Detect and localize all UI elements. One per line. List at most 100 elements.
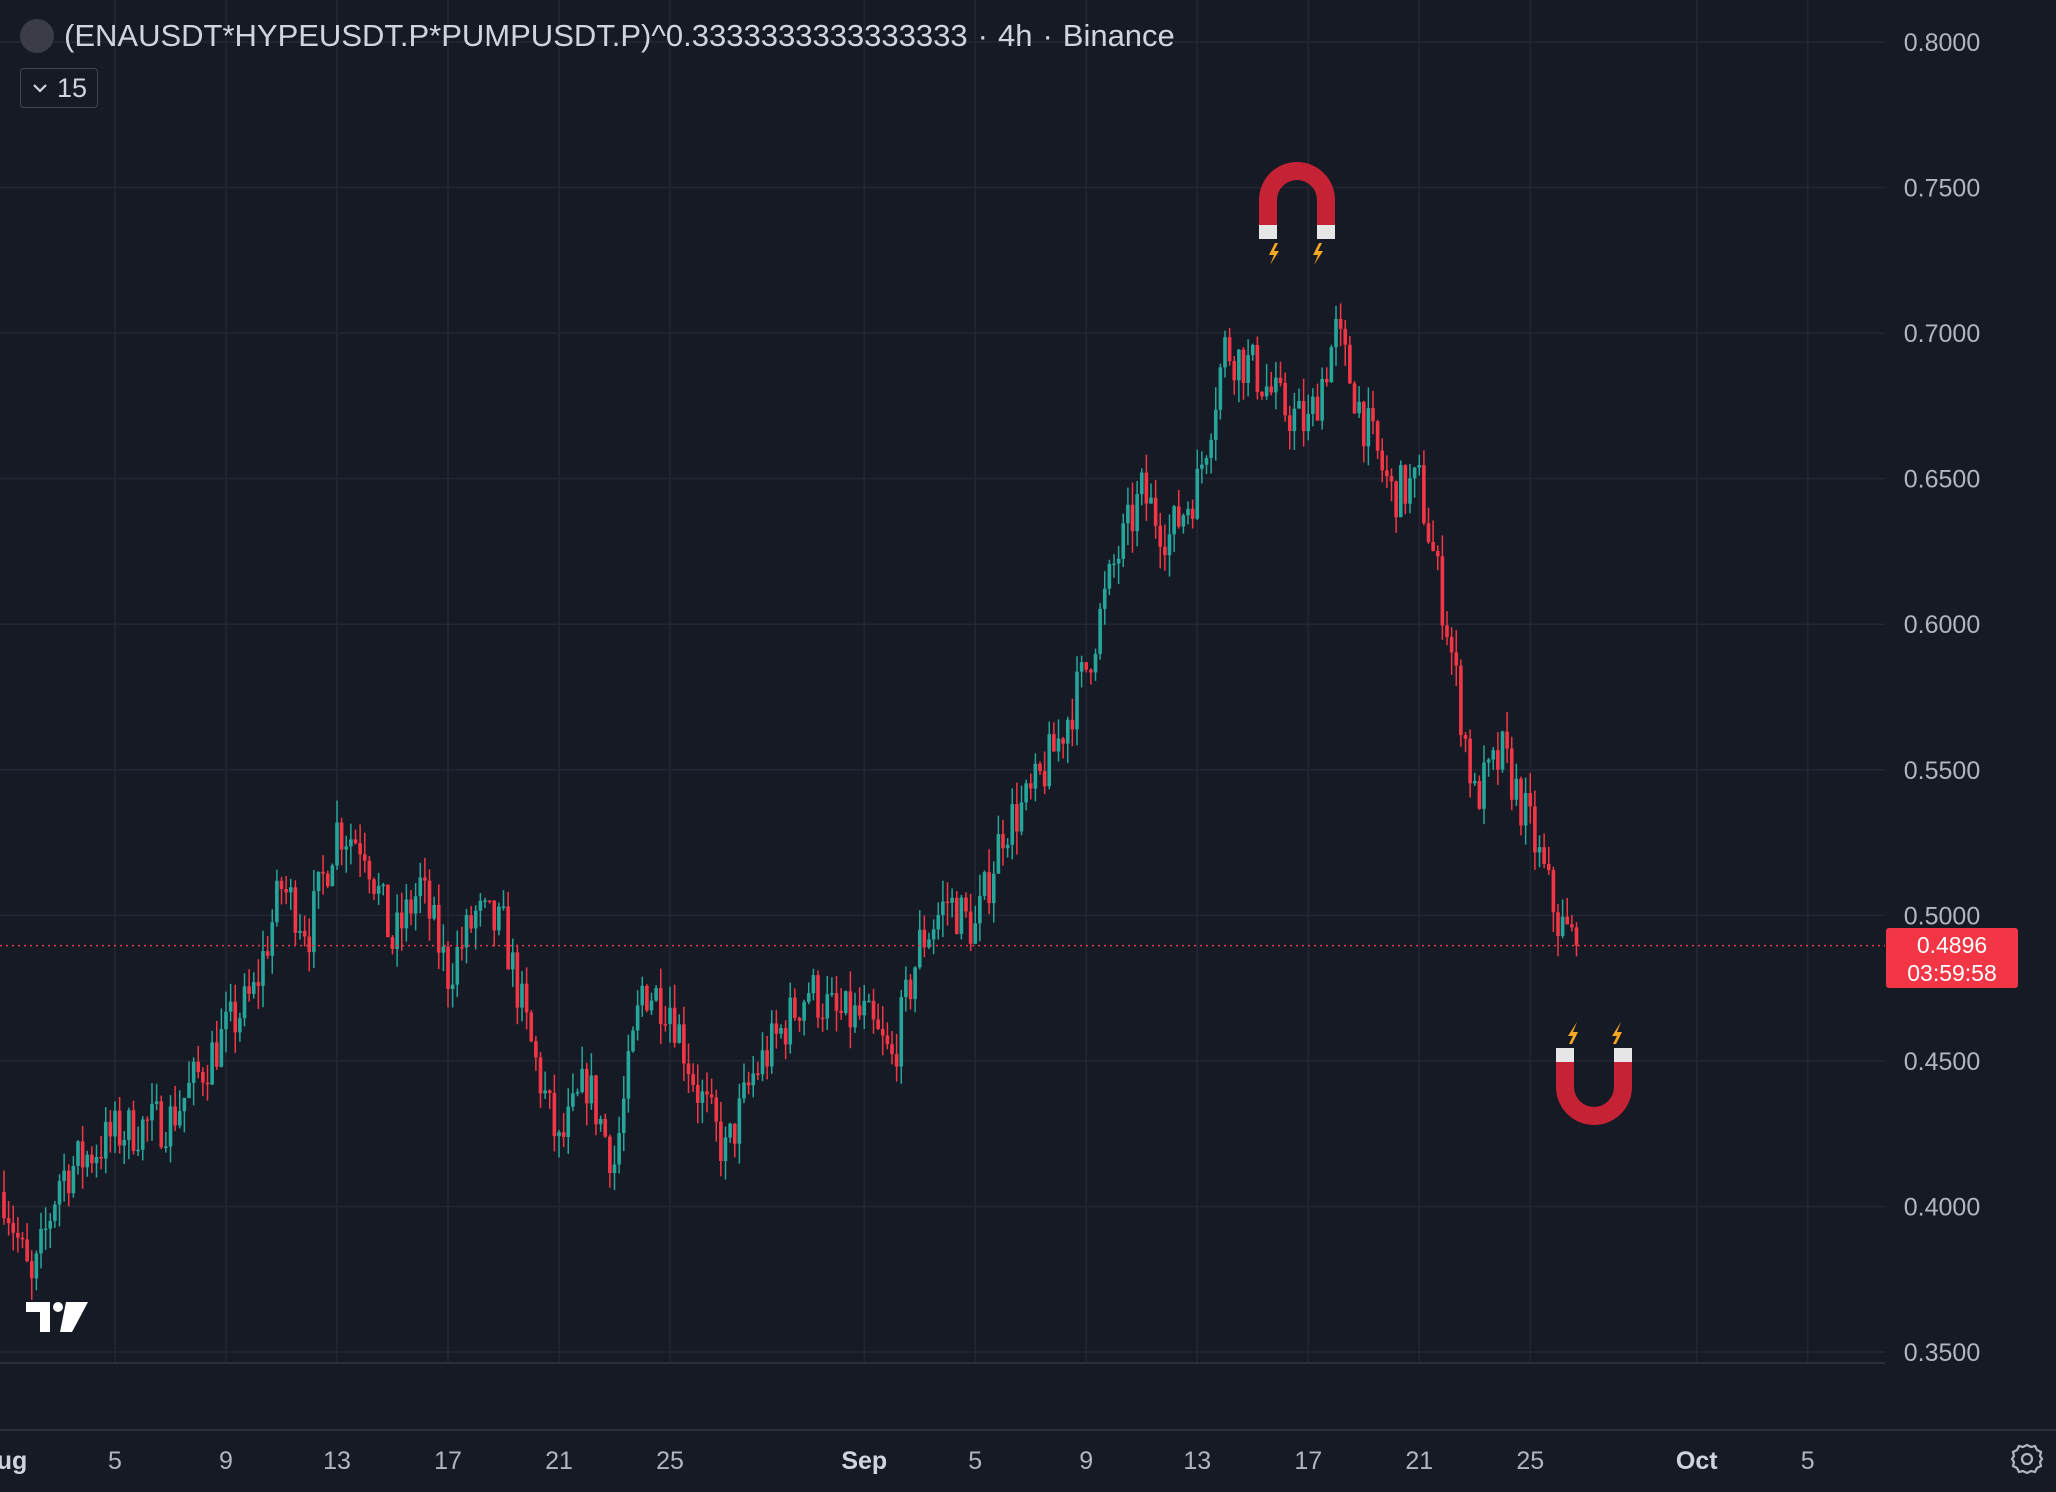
candle-body [1149,497,1153,504]
candle-body [492,900,497,931]
candle-body [922,929,927,948]
candle-body [557,1132,561,1137]
candle-body [80,1141,85,1168]
candle-body [1297,401,1301,409]
candle-body [1380,450,1385,471]
candle-body [1422,465,1426,524]
candle-body [1500,731,1505,770]
candle-body [936,915,941,930]
candle-body [1005,844,1010,849]
candle-body [797,1017,802,1021]
symbol-name[interactable]: (ENAUSDT*HYPEUSDT.P*PUMPUSDT.P)^0.333333… [64,18,968,53]
indicators-toggle-button[interactable]: 15 [20,68,99,108]
candle-body [663,1023,668,1026]
candle-body [927,939,931,948]
candle-body [316,871,321,892]
candle-body [1528,792,1533,807]
candle-body [1038,763,1042,772]
candle-body [298,930,302,933]
candle-body [256,982,261,986]
candle-body [1519,778,1523,826]
candle-body [1241,349,1246,383]
candle-body [1255,344,1260,392]
candle-body [580,1068,584,1093]
candle-body [1061,738,1065,744]
candle-body [122,1140,127,1146]
candle-body [1311,396,1315,414]
candle-body [1098,608,1102,654]
candle-body [404,899,409,929]
candle-body [1158,525,1163,547]
candle-body [1375,421,1380,451]
candle-body [510,952,515,970]
last-price-value: 0.4896 [1916,932,1988,958]
candle-body [538,1057,543,1094]
candle-body [127,1110,131,1141]
tradingview-logo-icon[interactable] [26,1300,90,1334]
candle-body [131,1110,136,1151]
candle-body [617,1133,621,1165]
candle-body [284,889,288,893]
candle-body [1264,386,1269,397]
candle-body [483,900,487,902]
candle-body [349,839,353,847]
candle-body [469,915,473,929]
last-price-label: 0.4896 03:59:58 [1886,928,2018,988]
time-tick-label: 9 [219,1447,233,1475]
candle-body [182,1097,187,1112]
candle-body [1190,508,1195,519]
candle-body [1570,924,1574,928]
time-tick-label: 9 [1079,1447,1093,1475]
candle-body [1301,401,1306,432]
candle-body [1454,652,1459,666]
candle-body [871,1000,876,1020]
price-tick-label: 0.8000 [1904,29,1980,57]
candle-body [991,873,996,904]
price-tick-label: 0.4000 [1904,1193,1980,1221]
candle-body [894,1054,899,1067]
time-axis[interactable]: ug 5 9 13 17 21 25 Sep 5 9 13 17 21 25 Oct 5 [0,1447,1815,1475]
settings-gear-icon[interactable] [2010,1442,2044,1476]
candle-body [788,997,793,1045]
interval-label[interactable]: 4h [997,18,1033,53]
candle-body [1056,738,1061,752]
candle-body [390,937,395,949]
candle-body [1223,337,1227,368]
candle-body [584,1068,589,1104]
candle-body [973,923,978,944]
separator: · [1042,18,1053,53]
candle-body [1144,472,1149,504]
candle-body [1172,506,1176,535]
candle-body [843,991,848,1014]
candle-body [43,1228,48,1231]
candle-body [566,1106,571,1138]
candle-body [1102,588,1107,609]
candle-body [631,1030,635,1052]
candle-body [117,1110,122,1146]
candle-body [1260,391,1264,397]
time-tick-label: 13 [1183,1447,1211,1475]
candle-body [1278,377,1283,383]
price-axis[interactable]: 0.8000 0.7500 0.7000 0.6500 0.6000 0.5500 0.50… [1904,29,1980,1367]
candle-body [825,994,830,1019]
candle-body [968,911,973,944]
chevron-down-icon [33,84,47,93]
candle-body [1398,465,1403,518]
candle-body [25,1239,29,1262]
candle-body [1028,783,1033,789]
candle-body [497,906,501,931]
candle-body [917,929,922,968]
candle-body [885,1035,890,1045]
candle-body [187,1082,191,1098]
candle-body [945,901,950,904]
time-tick-label: Oct [1676,1447,1718,1475]
candle-body [802,1001,806,1021]
candle-body [876,1019,880,1029]
candle-body [1537,847,1542,853]
candle-body [450,984,455,989]
candlestick-series [2,303,1579,1300]
candle-body [834,993,839,1011]
candle-body [288,887,293,893]
candle-body [446,946,450,989]
